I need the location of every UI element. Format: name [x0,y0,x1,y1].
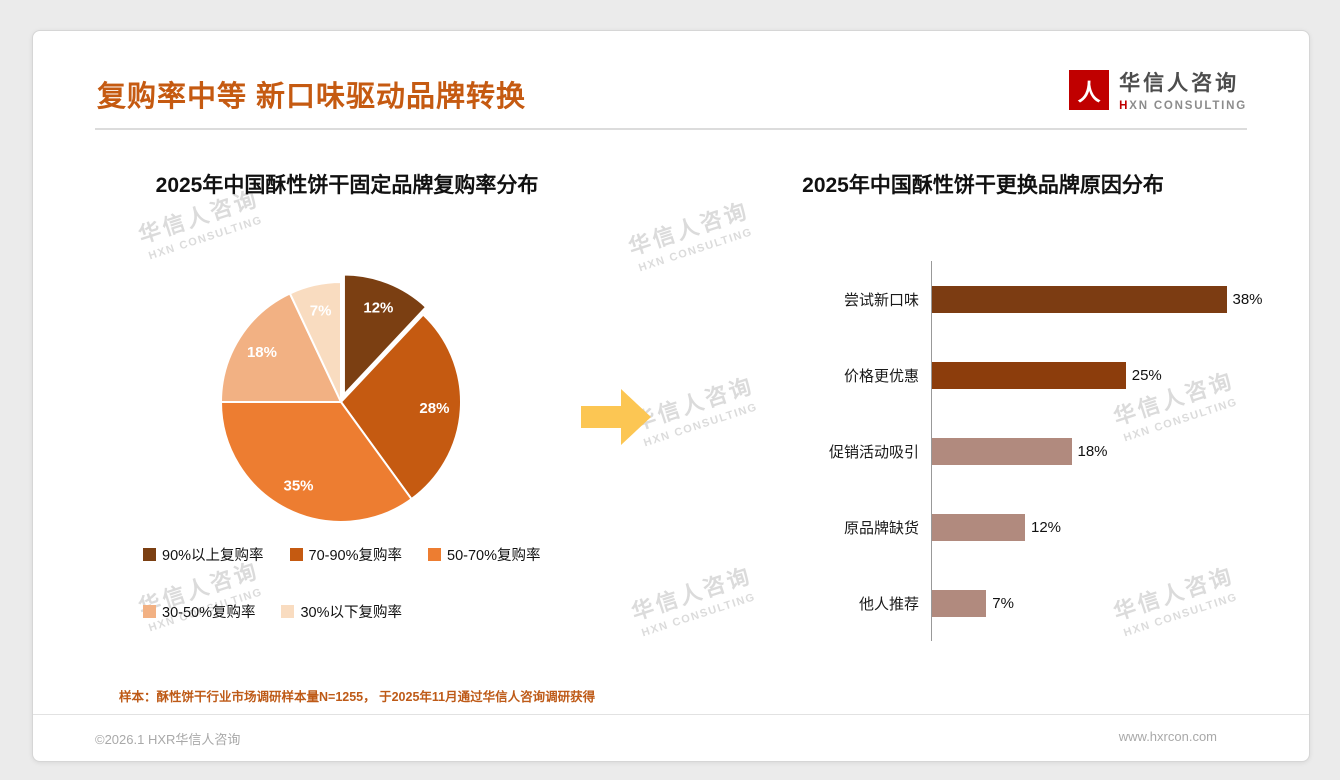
pie-chart-title: 2025年中国酥性饼干固定品牌复购率分布 [155,174,539,197]
pie-slice [342,273,428,398]
legend-label: 50-70%复购率 [447,548,541,564]
bar-chart-section: 2025年中国酥性饼干更换品牌原因分布 尝试新口味 38% 价格更优惠 25% 促销活动… [693,169,1273,679]
bar-track: 12% [931,489,1242,565]
bar-category-label: 促销活动吸引 [828,443,919,461]
bar [932,285,1227,313]
bar-row: 价格更优惠 25% [693,337,1273,413]
legend-item: 50-70%复购率 [428,544,541,565]
bar-chart-title: 2025年中国酥性饼干更换品牌原因分布 [802,174,1164,197]
bar [932,589,987,617]
pie-slice [339,313,462,501]
legend-swatch [143,548,156,561]
legend-label: 90%以上复购率 [162,548,264,564]
legend-swatch [143,605,156,618]
legend-label: 70-90%复购率 [308,548,403,564]
logo-name-cn: 华信人咨询 [1119,72,1240,95]
bar-row: 原品牌缺货 12% [693,489,1273,565]
pie-data-label: 18% [247,344,277,361]
bar-value-label: 18% [1077,442,1108,460]
bar-track: 7% [931,565,1242,641]
bar-category-label: 尝试新口味 [843,291,919,309]
legend-item: 90%以上复购率 [143,544,264,565]
logo-en-rest: XN CONSULTING [1129,100,1247,112]
bar-track: 38% [931,261,1263,337]
legend-swatch [281,605,295,618]
bar-row: 他人推荐 7% [693,565,1273,641]
bar-track: 18% [931,413,1242,489]
bar [932,437,1072,465]
bar-category-label: 原品牌缺货 [843,519,919,537]
bar-value-label: 12% [1031,518,1062,536]
bar-value-label: 38% [1232,290,1263,308]
legend-item: 30%以下复购率 [281,601,402,622]
legend-label: 30-50%复购率 [162,605,256,621]
pie-slice [219,401,413,523]
pie-slice [219,292,343,403]
bar-row: 促销活动吸引 18% [693,413,1273,489]
legend-label: 30%以下复购率 [300,605,403,621]
legend-item: 70-90%复购率 [289,544,403,565]
transition-arrow-icon [581,387,651,452]
bar-value-label: 7% [992,594,1014,612]
bar-category-label: 价格更优惠 [843,367,919,385]
pie-data-label: 12% [363,300,393,317]
pie-chart-section: 2025年中国酥性饼干固定品牌复购率分布 12% 28% 35% 18% 7% 90%以… [57,169,637,649]
website-text: www.hxrcon.com [1118,729,1217,744]
logo-en-first-letter: H [1119,100,1130,112]
legend-swatch [428,548,442,561]
bar-row: 尝试新口味 38% [693,261,1273,337]
pie-data-label: 7% [310,303,332,320]
legend-item: 30-50%复购率 [143,601,255,622]
pie-slice [288,280,342,403]
pie-data-label: 28% [419,400,449,417]
bar [932,361,1126,389]
logo-name-en: HXN CONSULTING [1119,100,1247,112]
slide: 华信人咨询 HXN CONSULTING 华信人咨询 HXN CONSULTING 华信… [32,30,1310,762]
pie-chart: 12% 28% 35% 18% 7% [219,273,462,523]
legend-swatch [289,548,303,561]
slide-footer: ©2026.1 HXR华信人咨询 www.hxrcon.com [33,714,1309,761]
sample-footnote: 样本：酥性饼干行业市场调研样本量N=1255， 于2025年11月通过华信人咨询… [119,690,596,704]
header-divider [95,128,1247,130]
bar [932,513,1025,541]
page-title: 复购率中等 新口味驱动品牌转换 [97,81,527,113]
bar-category-label: 他人推荐 [858,595,919,613]
bar-value-label: 25% [1131,366,1162,384]
bar-track: 25% [931,337,1242,413]
pie-data-label: 35% [283,477,313,494]
bar-chart: 尝试新口味 38% 价格更优惠 25% 促销活动吸引 18% 原品牌缺货 12% 他人推荐 7% [693,261,1273,641]
logo-mark-icon: 人 [1069,69,1110,110]
pie-legend: 90%以上复购率 70-90%复购率 50-70%复购率 30-50%复购率 30%以下… [143,544,541,658]
copyright-text: ©2026.1 HXR华信人咨询 [95,732,241,747]
company-logo: 人 华信人咨询 HXN CONSULTING [1069,67,1247,112]
